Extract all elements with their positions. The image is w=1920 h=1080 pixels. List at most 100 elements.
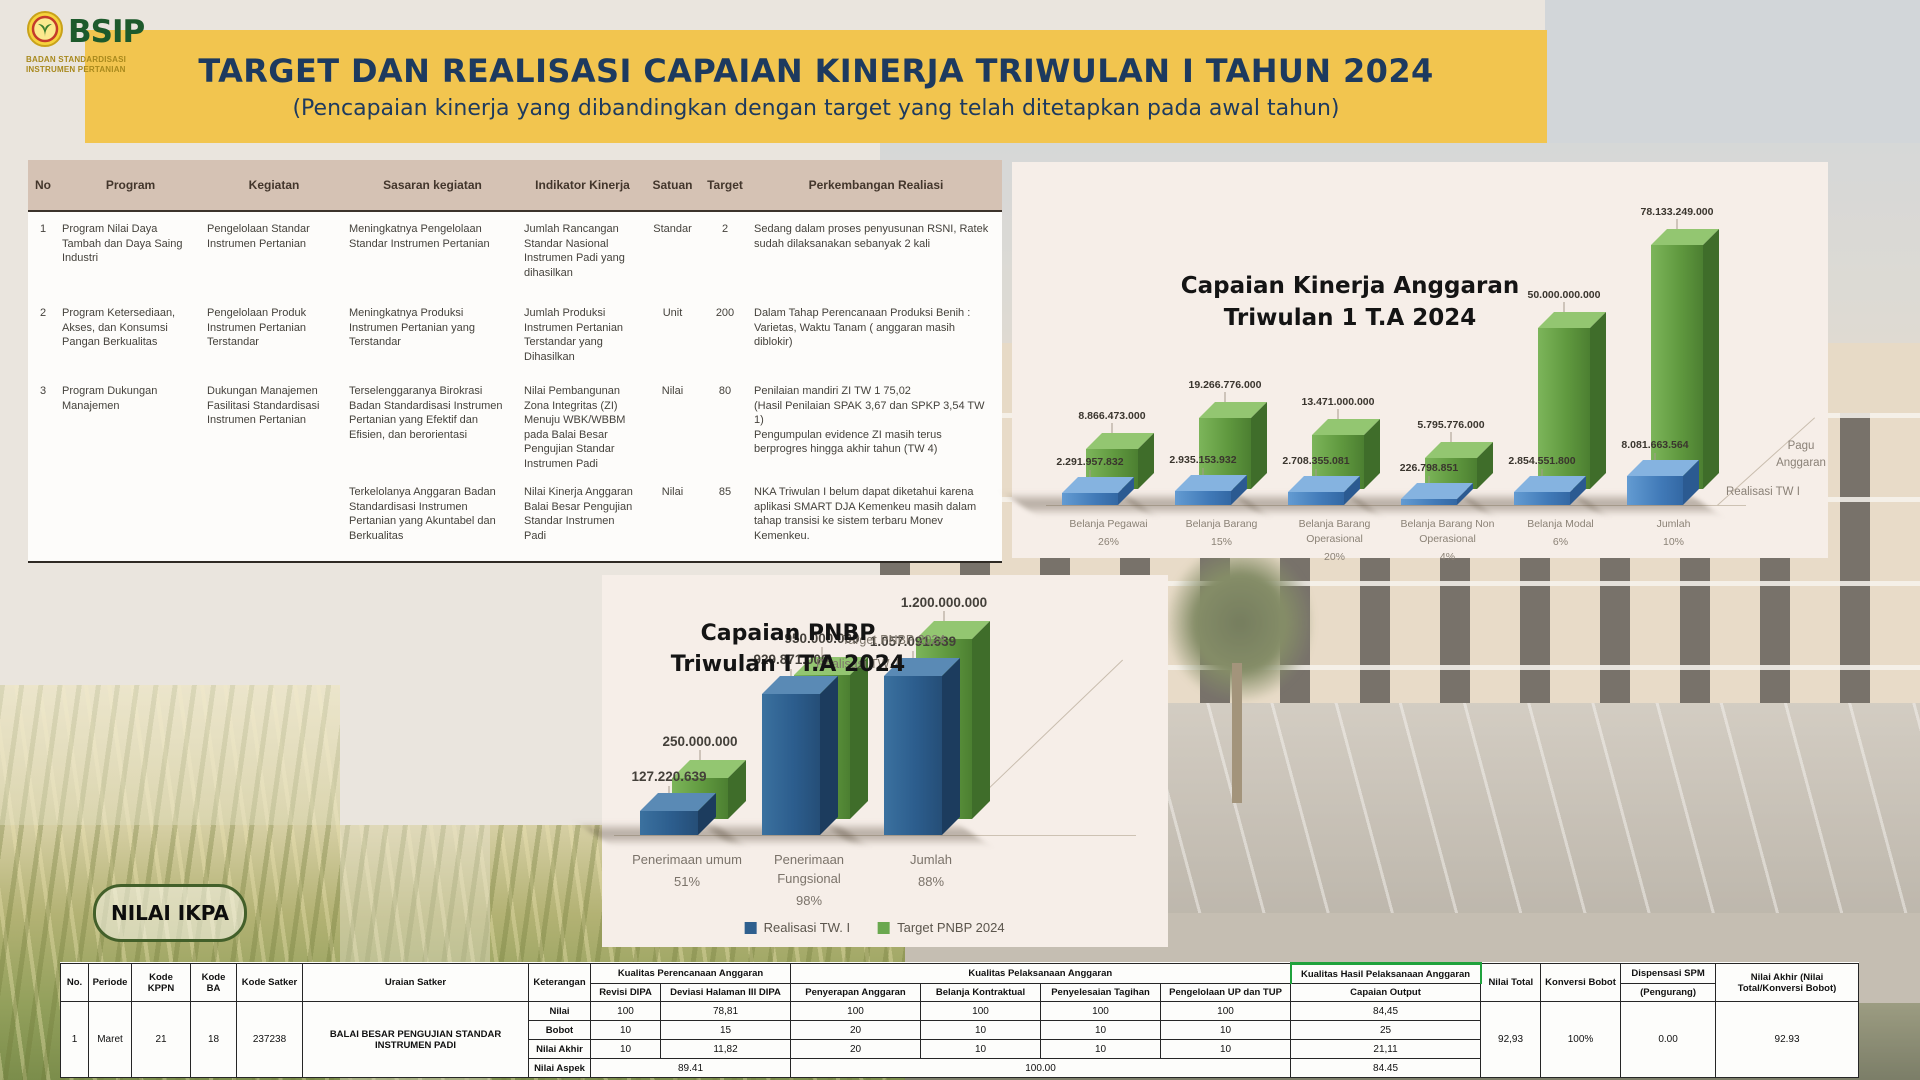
category-label: Belanja Barang Non Operasional 4% <box>1391 517 1504 566</box>
cell-realisasi: NKA Triwulan I belum dapat diketahui kar… <box>754 486 977 542</box>
cell-nilai-total: 92,93 <box>1480 1001 1542 1078</box>
cell-value: 10 <box>920 1039 1041 1059</box>
chart-anggaran-plot: 8.866.473.000 2.291.957.832 Belanja Pegawa… <box>1010 202 1732 563</box>
label-leader <box>912 650 914 658</box>
group-perencanaan: Kualitas Perencanaan Anggaran <box>590 963 791 984</box>
cell-indikator: Nilai Pembangunan Zona Integritas (ZI) M… <box>524 385 626 470</box>
bar-realisasi-tw-i <box>640 793 716 835</box>
table-row: 3 Program Dukungan Manajemen Dukungan Ma… <box>28 374 1002 475</box>
table-row: 2 Program Ketersediaan, Akses, dan Konsu… <box>28 296 1002 374</box>
cell-aspek-pelaksanaan: 100.00 <box>789 1058 1292 1078</box>
category-name: Jumlah <box>910 852 952 867</box>
ikpa-row-nilai-akhir: Nilai Akhir 10 11,82 20 10 10 10 21,11 <box>61 1039 1859 1059</box>
category-name: Belanja Pegawai <box>1069 518 1148 530</box>
cell-indikator: Nilai Kinerja Anggaran Balai Besar Pengu… <box>524 486 633 542</box>
col-kontraktual: Belanja Kontraktual <box>920 983 1041 1002</box>
bar-value-label: 127.220.639 <box>631 769 707 785</box>
label-leader <box>943 611 945 621</box>
cell-value: 10 <box>1159 1039 1292 1059</box>
col-satuan: Satuan <box>652 178 693 192</box>
category-percentage: 20% <box>1323 551 1345 564</box>
legend-item-target: Target PNBP 2024 <box>878 920 1005 935</box>
cell-target: 200 <box>715 307 735 319</box>
cell-no: 2 <box>39 307 47 319</box>
chart-anggaran-title: Capaian Kinerja Anggaran Triwulan 1 T.A … <box>1180 273 1520 332</box>
cell-realisasi: Penilaian mandiri ZI TW 1 75,02 (Hasil P… <box>754 385 985 456</box>
bar-value-label: 5.795.776.000 <box>1417 418 1485 431</box>
title-banner: TARGET DAN REALISASI CAPAIAN KINERJA TRI… <box>85 30 1547 143</box>
cell-target: 80 <box>718 385 732 397</box>
cell-sasaran: Terselenggaranya Birokrasi Badan Standar… <box>349 385 503 441</box>
cell-value: 84,45 <box>1290 1001 1482 1021</box>
bar-value-label: 1.200.000.000 <box>900 595 988 610</box>
category-label: Belanja Barang 15% <box>1165 517 1278 550</box>
table-row: Terkelolanya Anggaran Badan Standardisas… <box>28 475 1002 561</box>
category-label: Jumlah 88% <box>870 851 992 892</box>
bar-side-face <box>1703 229 1719 489</box>
label-leader <box>668 786 670 794</box>
cell-value: 100 <box>590 1001 661 1021</box>
bar-front-face <box>1514 491 1570 505</box>
org-name-line1: BADAN STANDARDISASI <box>26 55 127 64</box>
bar-front-face <box>1627 476 1683 505</box>
cell-value: 10 <box>590 1039 661 1059</box>
col-kode-satker: Kode Satker <box>236 963 303 1002</box>
col-pengurang: (Pengurang) <box>1620 983 1717 1002</box>
cell-realisasi: Dalam Tahap Perencanaan Produksi Benih :… <box>754 307 971 349</box>
cell-kegiatan: Dukungan Manajemen Fasilitasi Standardis… <box>207 385 320 427</box>
col-keterangan: Keterangan <box>528 963 591 1002</box>
cell-target: 2 <box>721 223 729 235</box>
cell-satuan: Nilai <box>661 486 684 499</box>
nilai-ikpa-badge: NILAI IKPA <box>93 884 247 942</box>
cell-value: 20 <box>790 1020 921 1040</box>
bar-value-label: 2.854.551.800 <box>1508 454 1576 467</box>
category-label: Penerimaan umum 51% <box>626 851 748 892</box>
label-leader <box>1563 301 1565 312</box>
cell-kode-ba: 18 <box>190 1001 237 1078</box>
bar-value-label: 78.133.249.000 <box>1640 206 1714 218</box>
category-label: Penerimaan Fungsional 98% <box>748 851 870 911</box>
chart-legend: Realisasi TW. I Target PNBP 2024 <box>744 920 1005 935</box>
cell-value: 100 <box>1040 1001 1161 1021</box>
label-leader <box>699 749 701 760</box>
category-percentage: 6% <box>1552 536 1569 549</box>
bar-front-face <box>1538 327 1590 489</box>
col-deviasi: Deviasi Halaman III DIPA <box>660 983 791 1002</box>
ikpa-header-row1: No. Periode Kode KPPN Kode BA Kode Satke… <box>60 962 1860 1002</box>
category-name: Jumlah <box>1656 518 1691 530</box>
legend-swatch-realisasi <box>744 921 757 934</box>
cell-kode-satker: 237238 <box>236 1001 303 1078</box>
cell-aspek-perencanaan: 89.41 <box>590 1058 791 1078</box>
cell-program: Program Nilai Daya Tambah dan Daya Saing… <box>62 223 183 265</box>
legend-label-realisasi: Realisasi TW. I <box>763 920 851 935</box>
col-dispensasi-spm: Dispensasi SPM <box>1620 963 1717 984</box>
category-percentage: 51% <box>673 873 701 889</box>
cell-sasaran: Terkelolanya Anggaran Badan Standardisas… <box>349 486 496 542</box>
cell-nilai-akhir: 92.93 <box>1715 1001 1860 1078</box>
label-leader <box>1224 392 1226 403</box>
bar-realisasi-tw-i <box>1062 477 1134 505</box>
category-name: Penerimaan umum <box>632 852 742 867</box>
cell-sasaran: Meningkatnya Pengelolaan Standar Instrum… <box>349 223 490 250</box>
label-leader <box>790 669 792 677</box>
col-target: Target <box>707 178 743 192</box>
bsip-logo: BSIP BADAN STANDARDISASI INSTRUMEN PERTA… <box>26 10 181 75</box>
col-revisi-dipa: Revisi DIPA <box>590 983 661 1002</box>
category-percentage: 15% <box>1210 536 1232 549</box>
series-axis-label-realisasi: Realisasi TW. I <box>816 657 900 671</box>
category-percentage: 98% <box>795 892 823 908</box>
cell-no: 1 <box>39 223 47 235</box>
col-periode: Periode <box>88 963 132 1002</box>
bar-value-label: 2.291.957.832 <box>1056 456 1124 469</box>
cell-periode: Maret <box>88 1001 132 1078</box>
bar-front-face <box>1062 493 1118 505</box>
category-label: Jumlah 10% <box>1617 517 1730 550</box>
col-tagihan: Penyelesaian Tagihan <box>1040 983 1161 1002</box>
col-uraian-satker: Uraian Satker <box>302 963 529 1002</box>
kinerja-table-header: No Program Kegiatan Sasaran kegiatan Ind… <box>28 160 1002 212</box>
cell-program: Program Dukungan Manajemen <box>62 385 158 412</box>
col-nilai-akhir: Nilai Akhir (Nilai Total/Konversi Bobot) <box>1715 963 1860 1002</box>
bar-front-face <box>1651 245 1703 489</box>
ikpa-row-nilai: 1 Maret 21 18 237238 BALAI BESAR PENGUJI… <box>60 1001 1860 1078</box>
bar-realisasi-tw-i <box>1288 476 1360 505</box>
